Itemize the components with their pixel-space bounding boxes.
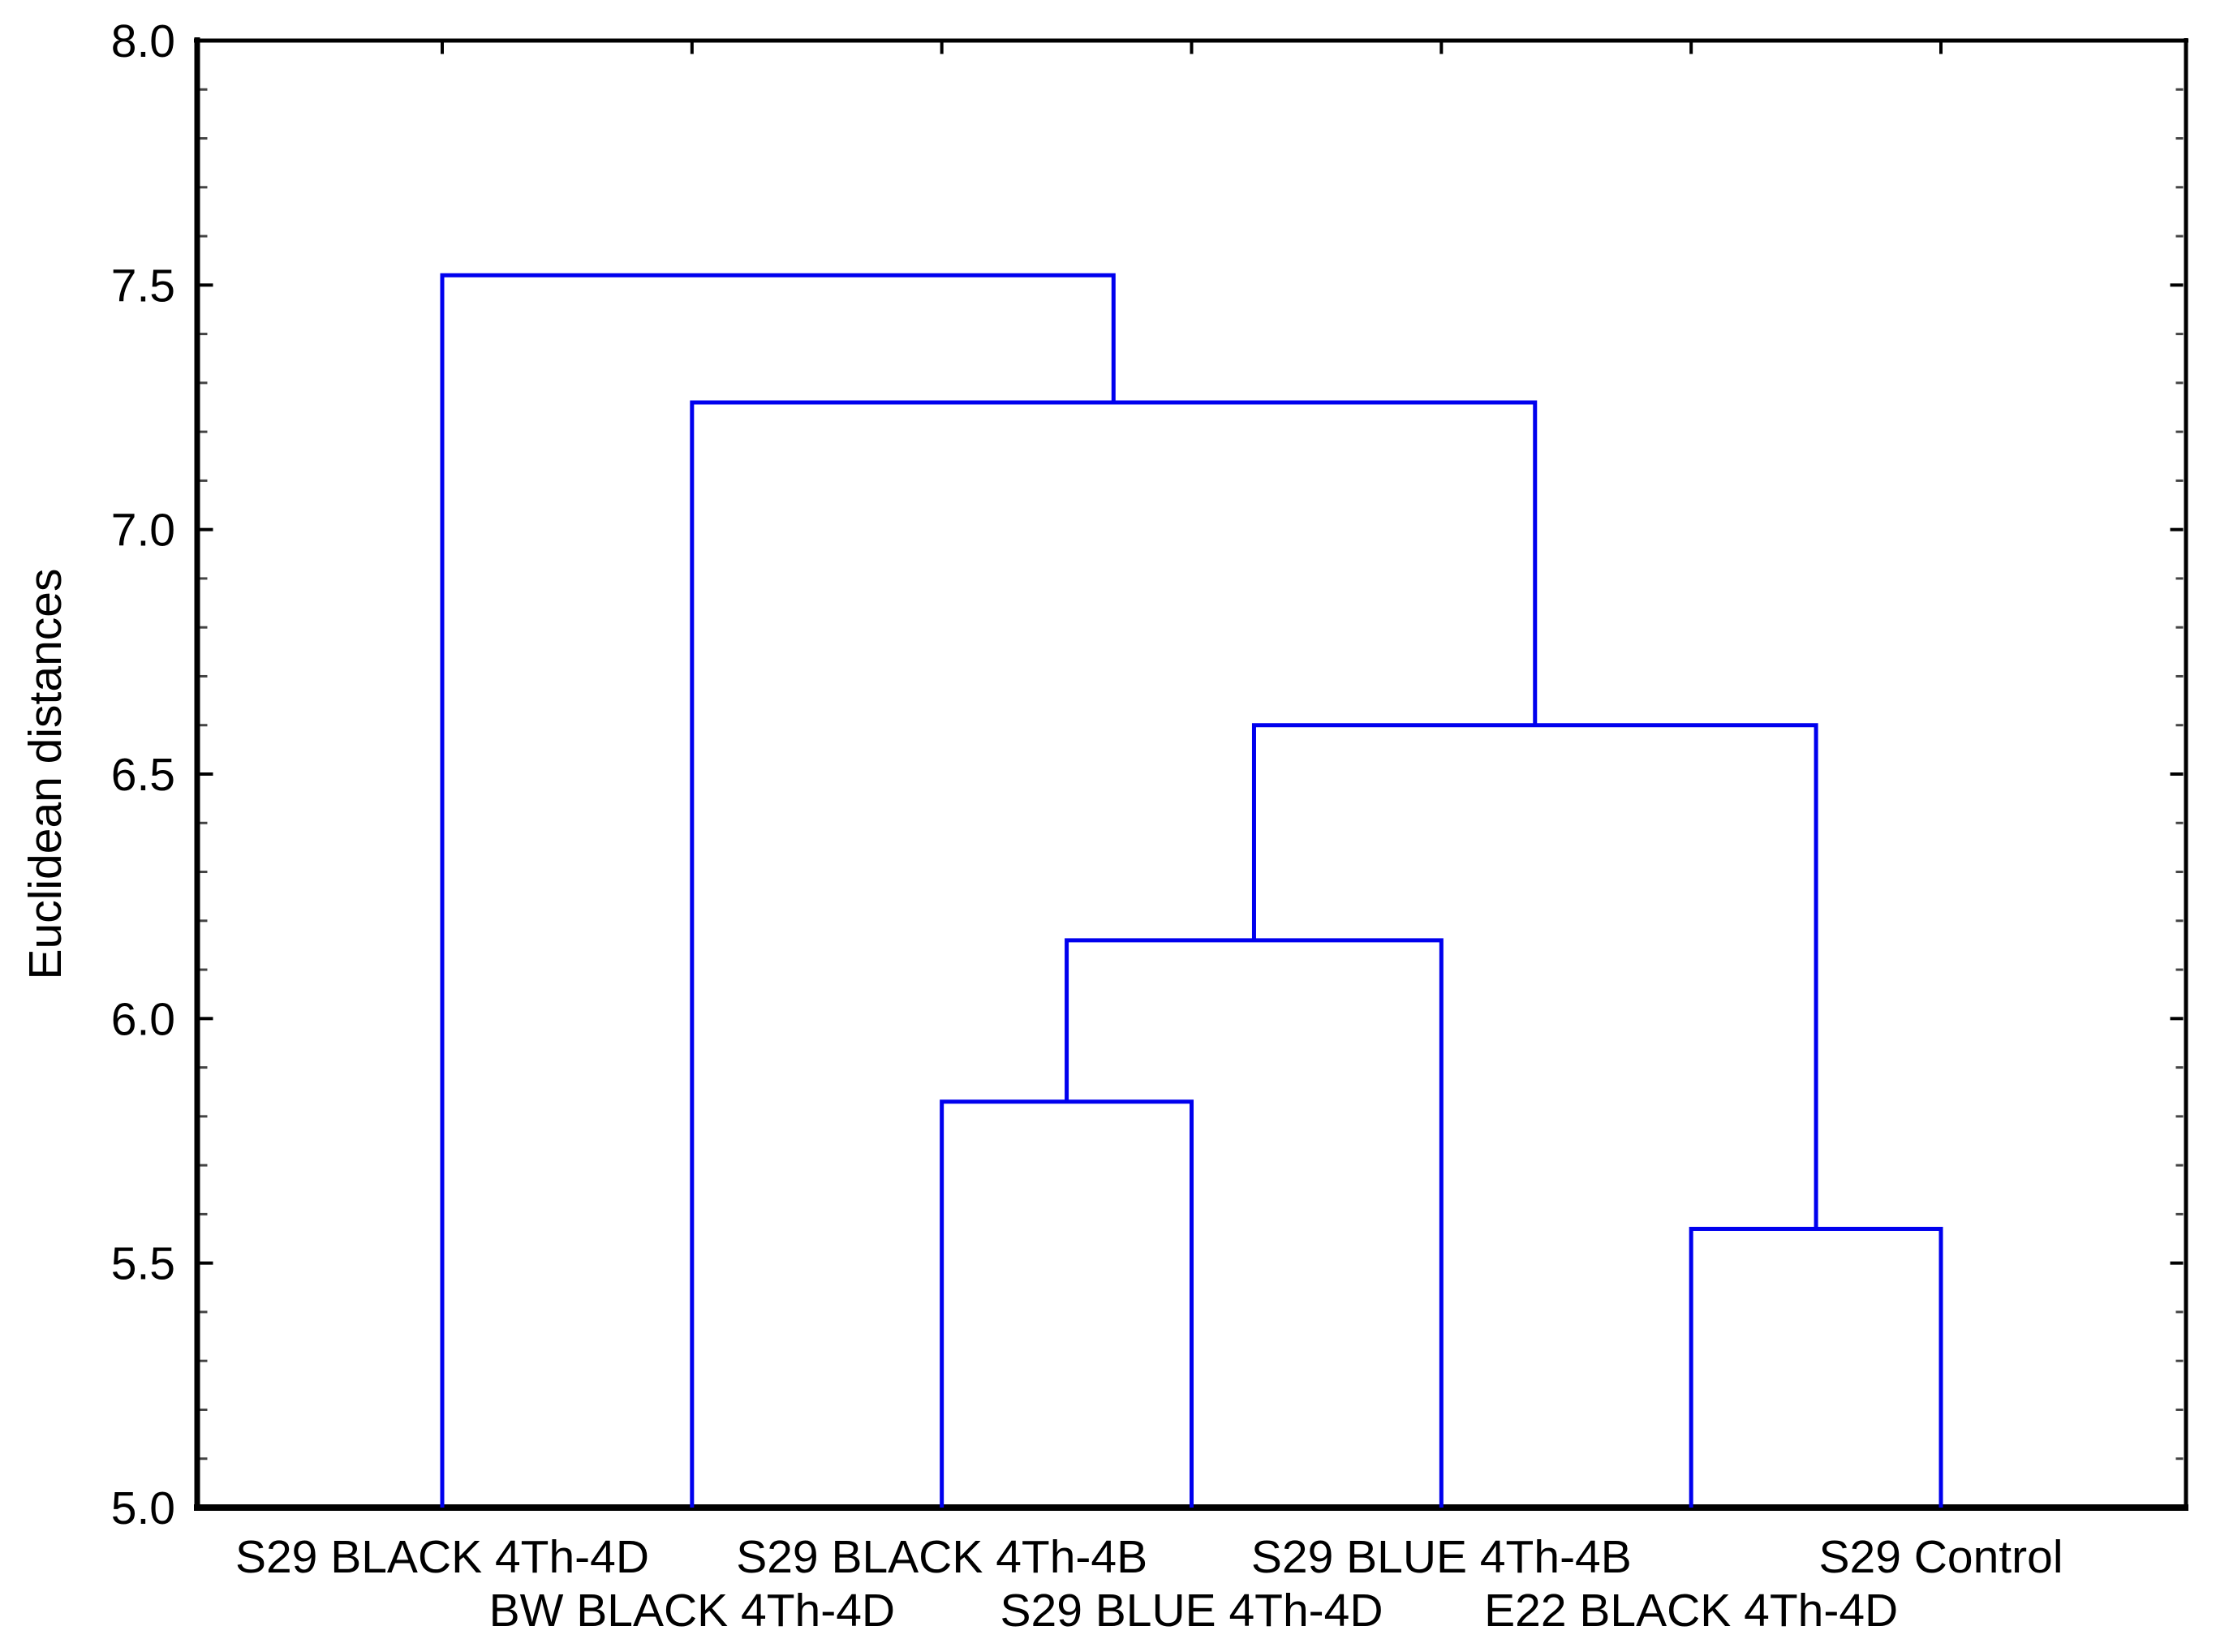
dendrogram-links [440, 273, 1943, 1508]
dendrogram-link-E [690, 400, 1538, 1508]
y-tick-label: 7.0 [111, 505, 175, 557]
x-axis-label: S29 BLACK 4Th-4D [235, 1531, 649, 1583]
dendrogram-link-root [440, 273, 1116, 1508]
x-axis-label: S29 BLACK 4Th-4B [736, 1531, 1147, 1583]
x-axis-label: BW BLACK 4Th-4D [489, 1585, 895, 1637]
y-tick-label: 5.5 [111, 1238, 175, 1290]
dendrogram-link-B [1065, 938, 1444, 1508]
y-tick-label: 6.0 [111, 993, 175, 1045]
y-axis-title: Euclidean distances [19, 569, 71, 980]
y-tick-label: 6.5 [111, 749, 175, 801]
y-tick-label: 8.0 [111, 15, 175, 67]
x-axis-label: S29 BLUE 4Th-4D [1000, 1585, 1383, 1637]
dendrogram-link-D [1251, 723, 1818, 1229]
dendrogram-link-A [940, 1099, 1194, 1508]
labels: 5.0 5.5 6.0 6.5 7.0 7.5 8.0 S29 BLACK 4Th-4DBW … [19, 15, 2063, 1637]
y-tick-label: 5.0 [111, 1482, 175, 1534]
x-axis-label: S29 Control [1818, 1531, 2063, 1583]
x-axis-label: E22 BLACK 4Th-4D [1484, 1585, 1898, 1637]
x-axis-label: S29 BLUE 4Th-4B [1251, 1531, 1632, 1583]
dendrogram-link-C [1689, 1226, 1943, 1508]
y-tick-label: 7.5 [111, 260, 175, 312]
